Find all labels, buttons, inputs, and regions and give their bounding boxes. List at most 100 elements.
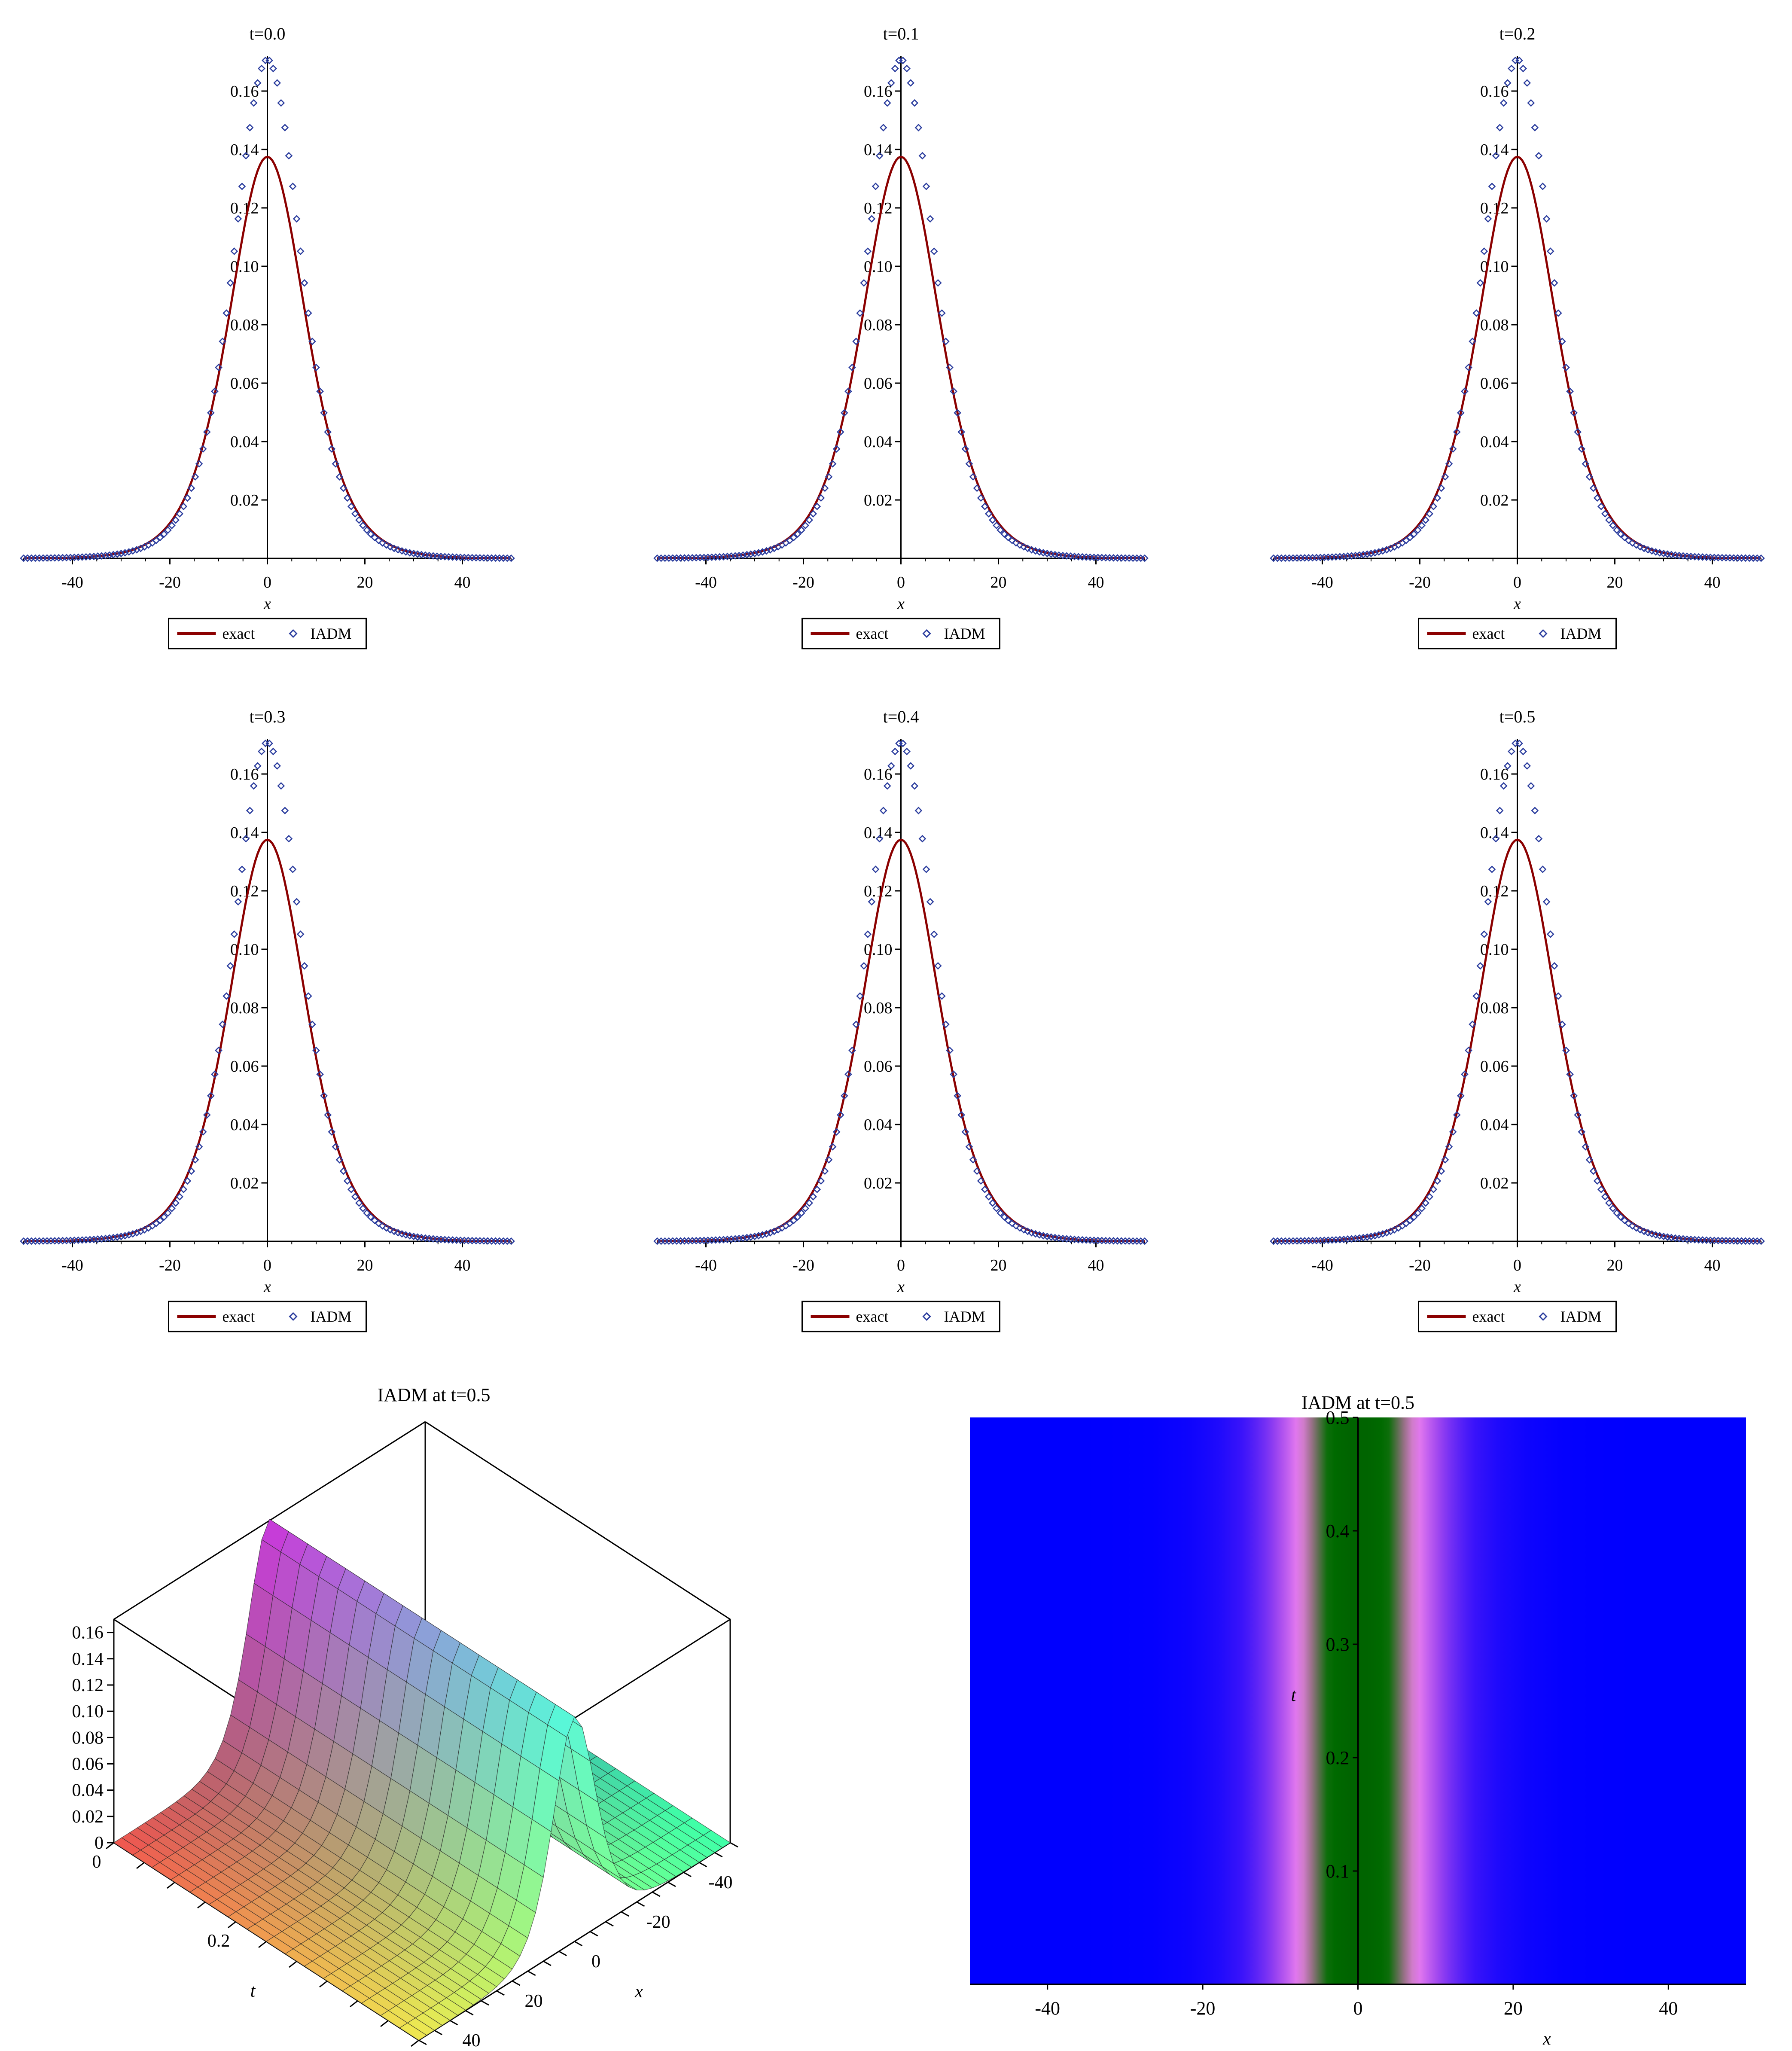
iadm-point bbox=[984, 510, 993, 518]
x-tick-label: 0 bbox=[591, 1952, 600, 1972]
iadm-point bbox=[907, 79, 915, 87]
iadm-point bbox=[1562, 1046, 1570, 1054]
legend-exact-label: exact bbox=[856, 625, 889, 642]
iadm-point bbox=[997, 1209, 1004, 1217]
iadm-point bbox=[1621, 533, 1629, 542]
iadm-point bbox=[1418, 521, 1426, 530]
x-tick-label: -20 bbox=[792, 1256, 814, 1274]
iadm-point bbox=[156, 533, 164, 542]
iadm-point bbox=[798, 1209, 805, 1217]
plot-t01: t=0.1 -40 -20 0 20 40 x 0.02 0.04 0.06 0.08 0.10 0.1… bbox=[634, 0, 1166, 679]
iadm-point bbox=[903, 747, 911, 756]
iadm-point bbox=[1523, 762, 1531, 770]
iadm-point bbox=[1535, 152, 1543, 160]
iadm-point bbox=[864, 247, 872, 255]
z-tick-label: 0 bbox=[94, 1833, 104, 1853]
iadm-point bbox=[195, 460, 203, 468]
iadm-point bbox=[1546, 247, 1554, 255]
iadm-point bbox=[226, 962, 235, 970]
iadm-point bbox=[1558, 337, 1566, 345]
density-y-tick-label: 0.5 bbox=[1326, 1407, 1350, 1428]
iadm-point bbox=[343, 494, 351, 502]
iadm-point bbox=[1016, 541, 1024, 549]
iadm-point bbox=[821, 484, 829, 492]
iadm-point bbox=[802, 521, 809, 530]
iadm-point bbox=[1496, 807, 1504, 814]
y-tick-label: 0.16 bbox=[230, 82, 259, 101]
iadm-point bbox=[860, 279, 868, 287]
x-tick-label: 20 bbox=[1607, 573, 1623, 591]
iadm-point bbox=[786, 536, 794, 544]
iadm-point bbox=[922, 183, 930, 190]
iadm-point bbox=[398, 1230, 406, 1238]
y-tick-label: 0.02 bbox=[864, 491, 893, 509]
iadm-point bbox=[121, 1232, 129, 1240]
iadm-point bbox=[934, 962, 942, 970]
iadm-point bbox=[199, 445, 207, 453]
iadm-point bbox=[172, 1199, 180, 1207]
iadm-point bbox=[969, 473, 977, 481]
plot-t03: t=0.3 -40 -20 0 20 40 x 0.02 0.04 0.06 0.08 0.10 0.1… bbox=[0, 683, 533, 1362]
iadm-point bbox=[312, 363, 320, 372]
iadm-point bbox=[1562, 363, 1570, 372]
iadm-point bbox=[375, 536, 383, 544]
x-tick-label: -20 bbox=[1409, 573, 1431, 591]
iadm-point bbox=[238, 183, 246, 190]
iadm-point bbox=[1574, 1111, 1582, 1119]
iadm-point bbox=[265, 56, 273, 64]
iadm-point bbox=[759, 548, 766, 556]
iadm-point bbox=[371, 1216, 379, 1225]
iadm-point bbox=[156, 1216, 164, 1225]
legend-iadm-label: IADM bbox=[1560, 1308, 1602, 1325]
y-tick-label: 0.12 bbox=[864, 882, 893, 900]
y-tick-label: 0.14 bbox=[1480, 824, 1509, 842]
iadm-point bbox=[950, 1070, 957, 1078]
iadm-point bbox=[1523, 79, 1531, 87]
iadm-point bbox=[172, 516, 180, 524]
iadm-point bbox=[347, 1185, 355, 1193]
iadm-point bbox=[1472, 992, 1480, 1000]
x-tick-label: 20 bbox=[357, 573, 373, 591]
x-tick-label: -20 bbox=[792, 573, 814, 591]
density-plot: IADM at t=0.5 -40 -20 0 20 40 x 0.1 0.2 0.3 0.4 0.5… bbox=[936, 1374, 1791, 2049]
iadm-point bbox=[1379, 1230, 1387, 1238]
x-tick-label: -40 bbox=[695, 573, 717, 591]
iadm-point bbox=[398, 547, 406, 555]
density-x-tick-label: 20 bbox=[1504, 1998, 1523, 2019]
t-tick bbox=[319, 1980, 328, 1988]
x-tick-label: -20 bbox=[159, 1256, 181, 1274]
iadm-point bbox=[305, 309, 312, 317]
iadm-point bbox=[883, 782, 891, 790]
iadm-point bbox=[973, 1167, 981, 1175]
iadm-point bbox=[997, 526, 1004, 534]
iadm-point bbox=[1445, 460, 1453, 468]
iadm-point bbox=[860, 962, 868, 970]
iadm-point bbox=[1004, 533, 1012, 542]
iadm-point bbox=[1426, 510, 1434, 518]
iadm-point bbox=[993, 1204, 1000, 1213]
surface-z-axis: 0 0.02 0.04 0.06 0.08 0.10 0.12 0.14 0.16 bbox=[72, 1623, 114, 1853]
iadm-point bbox=[222, 992, 230, 1000]
iadm-point bbox=[798, 526, 805, 534]
iadm-point bbox=[1558, 1020, 1566, 1028]
iadm-point bbox=[308, 1020, 316, 1028]
iadm-point bbox=[1484, 215, 1492, 223]
iadm-point bbox=[1429, 503, 1438, 510]
legend-iadm-swatch bbox=[1539, 1312, 1548, 1321]
x-tick-label: -40 bbox=[695, 1256, 717, 1274]
y-tick-label: 0.02 bbox=[1480, 491, 1509, 509]
iadm-point bbox=[176, 510, 184, 518]
iadm-point bbox=[335, 1156, 344, 1164]
iadm-point bbox=[1410, 1213, 1418, 1221]
iadm-point bbox=[308, 337, 316, 345]
iadm-point bbox=[872, 183, 880, 190]
iadm-point bbox=[1496, 124, 1504, 131]
x-tick-label: 40 bbox=[1088, 1256, 1104, 1274]
iadm-point bbox=[1418, 1204, 1426, 1213]
y-tick-label: 0.12 bbox=[1480, 882, 1509, 900]
iadm-point bbox=[1492, 152, 1500, 160]
iadm-point bbox=[891, 747, 899, 756]
iadm-point bbox=[1429, 1185, 1438, 1193]
x-tick-label: 0 bbox=[263, 1256, 271, 1274]
y-tick-label: 0.04 bbox=[230, 1116, 259, 1134]
